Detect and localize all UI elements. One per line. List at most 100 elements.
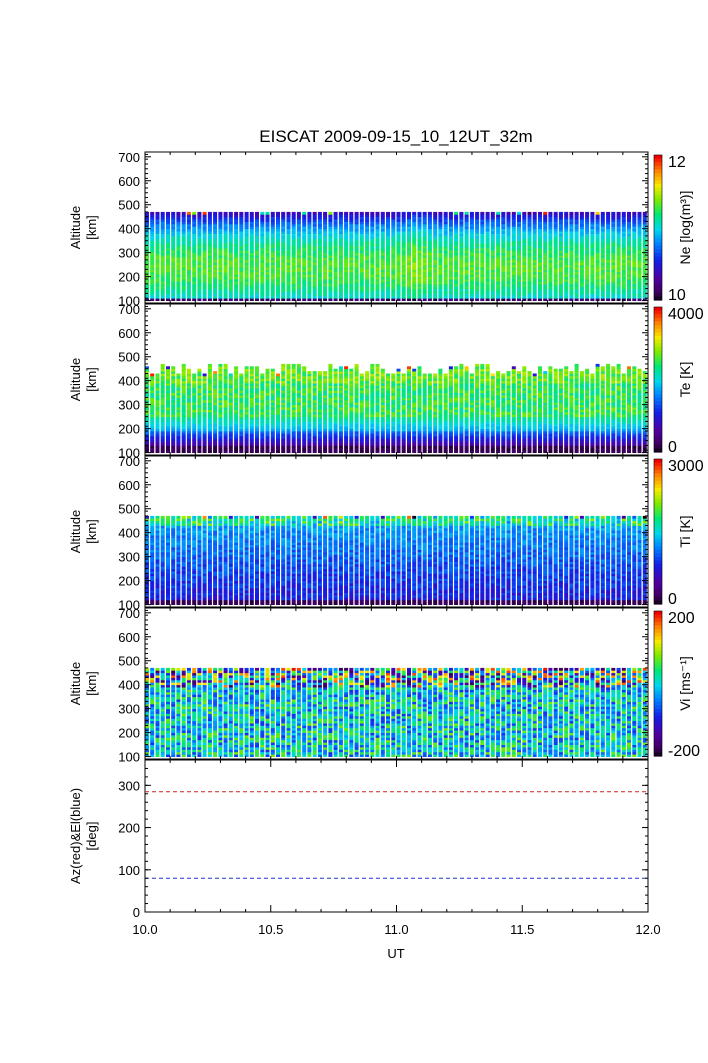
data-cell	[511, 221, 516, 225]
data-cell	[391, 219, 396, 222]
data-cell	[244, 414, 249, 418]
data-cell	[228, 257, 233, 261]
data-cell	[323, 423, 328, 427]
data-cell	[286, 395, 291, 398]
data-cell	[543, 245, 548, 249]
data-cell	[485, 274, 490, 277]
data-cell	[595, 264, 600, 268]
data-cell	[150, 445, 155, 449]
data-cell	[511, 214, 516, 218]
data-cell	[291, 445, 296, 449]
data-cell	[171, 276, 176, 280]
data-cell	[370, 252, 375, 256]
data-cell	[207, 216, 212, 220]
data-cell	[317, 231, 322, 234]
data-cell	[490, 223, 495, 227]
data-cell	[197, 216, 202, 220]
data-cell	[197, 450, 202, 453]
data-cell	[239, 235, 244, 239]
data-cell	[438, 279, 443, 282]
data-cell	[218, 380, 223, 384]
data-cell	[302, 421, 307, 425]
data-cell	[433, 245, 438, 249]
data-cell	[228, 411, 233, 415]
data-cell	[192, 245, 197, 249]
data-cell	[166, 431, 170, 434]
data-cell	[286, 433, 291, 437]
data-cell	[365, 288, 370, 292]
data-cell	[155, 387, 160, 391]
data-cell	[249, 423, 254, 427]
data-cell	[213, 223, 218, 227]
data-cell	[637, 223, 642, 227]
data-cell	[270, 426, 275, 429]
data-cell	[171, 235, 176, 239]
data-cell	[239, 375, 244, 379]
data-cell	[244, 383, 249, 386]
data-cell	[281, 440, 286, 444]
data-cell	[328, 395, 333, 398]
data-cell	[286, 407, 291, 410]
data-cell	[359, 226, 364, 230]
data-cell	[422, 214, 427, 218]
data-cell	[616, 255, 621, 258]
data-cell	[590, 262, 595, 266]
data-cell	[213, 428, 218, 432]
data-cell	[412, 293, 417, 297]
data-cell	[333, 295, 338, 299]
data-cell	[443, 281, 448, 285]
data-cell	[281, 247, 286, 251]
data-cell	[386, 288, 390, 292]
data-cell	[427, 245, 432, 249]
data-cell	[407, 238, 411, 242]
data-cell	[186, 385, 191, 389]
data-cell	[407, 291, 411, 294]
data-cell	[160, 440, 165, 444]
data-cell	[223, 363, 228, 367]
data-cell	[401, 274, 406, 277]
data-cell	[600, 250, 605, 254]
data-cell	[213, 247, 218, 251]
data-cell	[569, 228, 574, 232]
data-cell	[181, 250, 186, 254]
data-cell	[312, 431, 317, 434]
data-cell	[600, 276, 605, 280]
data-cell	[401, 288, 406, 292]
data-cell	[485, 267, 490, 270]
data-cell	[186, 402, 191, 406]
data-cell	[244, 387, 249, 391]
data-cell	[585, 295, 590, 299]
data-cell	[197, 283, 202, 287]
data-cell	[349, 231, 354, 234]
data-cell	[553, 211, 558, 215]
data-cell	[239, 226, 244, 230]
data-cell	[427, 233, 432, 237]
data-cell	[234, 435, 239, 439]
data-cell	[265, 404, 270, 408]
data-cell	[160, 223, 165, 227]
data-cell	[606, 221, 611, 225]
data-cell	[213, 375, 218, 379]
data-cell	[260, 231, 265, 234]
data-cell	[464, 269, 469, 273]
data-cell	[286, 380, 291, 384]
data-cell	[291, 228, 296, 232]
data-cell	[202, 402, 207, 406]
data-cell	[249, 293, 254, 297]
data-cell	[506, 276, 511, 280]
data-cell	[632, 221, 637, 225]
data-cell	[511, 228, 516, 232]
data-cell	[558, 223, 563, 227]
data-cell	[218, 291, 223, 294]
data-cell	[265, 259, 270, 263]
data-cell	[302, 259, 307, 263]
data-cell	[255, 404, 259, 408]
data-cell	[176, 274, 181, 277]
data-cell	[202, 269, 207, 273]
data-cell	[276, 262, 280, 266]
data-cell	[166, 274, 170, 277]
data-cell	[150, 375, 155, 379]
data-cell	[548, 219, 553, 222]
data-cell	[307, 219, 312, 222]
data-cell	[255, 428, 259, 432]
